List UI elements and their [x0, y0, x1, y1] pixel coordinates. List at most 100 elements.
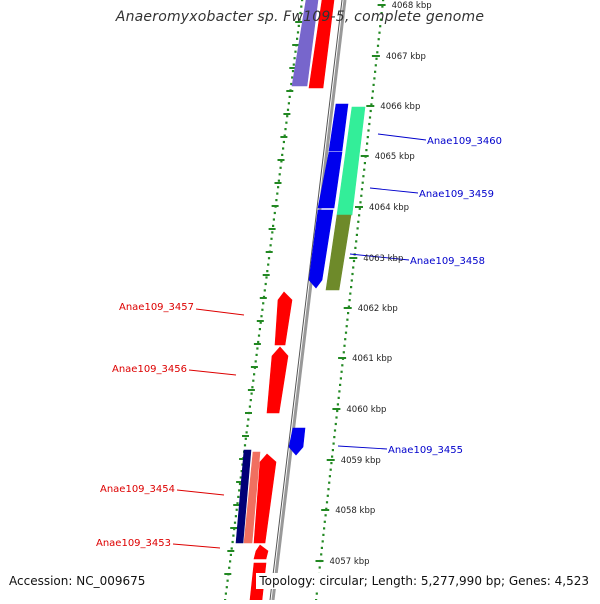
- scale-dot: [229, 560, 232, 563]
- scale-dot: [296, 37, 299, 40]
- scale-dot: [344, 331, 348, 334]
- scale-dot: [298, 18, 301, 21]
- scale-dot: [239, 476, 242, 479]
- scale-dot: [226, 579, 229, 582]
- scale-dot: [262, 302, 265, 305]
- scale-dot: [320, 546, 323, 549]
- label-leader: [172, 543, 221, 549]
- scale-dot: [269, 244, 272, 247]
- scale-dot: [363, 168, 366, 171]
- scale-dot: [357, 220, 360, 223]
- scale-dot: [247, 418, 250, 421]
- scale-dot: [257, 340, 260, 344]
- label-leader: [369, 187, 419, 194]
- scale-dot: [259, 321, 262, 324]
- scale-dot: [331, 455, 334, 458]
- kbp-label: 4063 kbp: [363, 254, 403, 264]
- scale-dot: [288, 95, 291, 98]
- gene-label[interactable]: Anae109_3456: [112, 364, 187, 375]
- scale-dot: [373, 77, 376, 80]
- scale-dot: [324, 514, 327, 517]
- scale-dot: [245, 431, 248, 434]
- scale-dot: [372, 83, 375, 86]
- scale-dot: [230, 547, 233, 550]
- scale-dot: [346, 318, 349, 321]
- scale-dot: [283, 134, 286, 137]
- scale-dot: [328, 481, 331, 484]
- scale-dot: [236, 502, 239, 505]
- scale-dot: [339, 383, 342, 386]
- genome-summary-text: Topology: circular; Length: 5,277,990 bp…: [256, 573, 592, 589]
- cds-red-3456: [266, 346, 289, 414]
- scale-dot: [365, 149, 368, 152]
- scale-dot: [258, 328, 261, 331]
- scale-dot: [244, 437, 247, 440]
- scale-dot: [279, 166, 282, 169]
- accession-text: Accession: NC_009675: [6, 573, 149, 589]
- scale-dot: [379, 18, 382, 21]
- map-title: Anaeromyxobacter sp. Fw109-5, complete g…: [115, 9, 485, 25]
- scale-dot: [342, 351, 345, 354]
- scale-dot: [233, 528, 236, 531]
- gene-label[interactable]: Anae109_3457: [119, 302, 194, 313]
- scale-dot: [376, 44, 380, 47]
- scale-dot: [225, 586, 228, 589]
- scale-dot: [270, 237, 273, 240]
- outer-scale-track: [224, 0, 304, 602]
- scale-dot: [291, 76, 294, 79]
- scale-dot: [262, 295, 266, 298]
- scale-dot: [294, 50, 297, 53]
- scale-dot: [293, 57, 296, 60]
- cds-blue-3458: [308, 209, 334, 289]
- scale-dot: [301, 0, 304, 2]
- kbp-ticks: [315, 4, 386, 562]
- scale-dot: [267, 263, 270, 266]
- gene-label[interactable]: Anae109_3458: [410, 256, 485, 267]
- scale-dot: [326, 494, 329, 497]
- scale-dot: [362, 175, 365, 178]
- kbp-labels: 4068 kbp 4067 kbp 4066 kbp 4065 kbp 4064 kbp…: [330, 1, 432, 567]
- scale-dot: [374, 64, 377, 67]
- scale-dot: [284, 128, 287, 131]
- scale-dot: [320, 553, 323, 556]
- scale-dot: [296, 31, 300, 34]
- feature-olive: [325, 214, 352, 291]
- scale-dot: [276, 192, 279, 195]
- cds-red-3457: [274, 291, 293, 346]
- scale-dot: [251, 386, 254, 389]
- scale-dot: [376, 51, 379, 54]
- scale-dot: [278, 173, 281, 176]
- scale-dot: [325, 507, 328, 510]
- scale-dot: [266, 270, 269, 273]
- scale-dot: [224, 592, 227, 595]
- cds-blue-3455: [288, 427, 306, 456]
- kbp-label: 4058 kbp: [335, 506, 375, 516]
- scale-dot: [263, 289, 266, 292]
- gene-label[interactable]: Anae109_3460: [427, 136, 502, 147]
- scale-dot: [381, 5, 384, 8]
- scale-dot: [382, 0, 385, 2]
- scale-dot: [229, 553, 232, 556]
- scale-dot: [238, 489, 241, 492]
- scale-dot: [336, 403, 339, 406]
- gene-label[interactable]: Anae109_3459: [419, 189, 494, 200]
- scale-dot: [255, 353, 258, 356]
- gene-label[interactable]: Anae109_3454: [100, 484, 175, 495]
- scale-dot: [235, 508, 238, 511]
- scale-dot: [363, 162, 366, 165]
- scale-dot: [371, 96, 374, 99]
- kbp-label: 4064 kbp: [369, 203, 409, 213]
- gene-label[interactable]: Anae109_3455: [388, 445, 463, 456]
- gene-label[interactable]: Anae109_3453: [96, 538, 171, 549]
- scale-dot: [330, 462, 333, 465]
- kbp-label: 4065 kbp: [375, 152, 415, 162]
- scale-dot: [275, 199, 278, 202]
- scale-dot: [348, 299, 351, 302]
- scale-dot: [352, 259, 356, 263]
- scale-dot: [256, 347, 259, 350]
- scale-dot: [240, 470, 243, 473]
- scale-dot: [315, 592, 318, 595]
- cds-blue-3459: [317, 151, 343, 209]
- feature-lavender: [291, 0, 319, 87]
- scale-dot: [261, 308, 264, 311]
